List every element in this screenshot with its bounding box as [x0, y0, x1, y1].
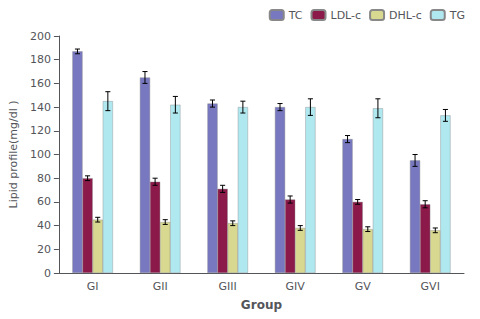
svg-text:20: 20 — [37, 243, 51, 256]
svg-text:TC: TC — [288, 9, 303, 22]
svg-text:TG: TG — [449, 9, 465, 22]
svg-text:LDL-c: LDL-c — [331, 9, 362, 22]
svg-text:GIV: GIV — [286, 280, 306, 293]
svg-text:200: 200 — [30, 30, 51, 43]
svg-text:GVI: GVI — [421, 280, 440, 293]
svg-text:GV: GV — [355, 280, 372, 293]
svg-text:160: 160 — [30, 77, 51, 90]
svg-text:80: 80 — [37, 172, 51, 185]
svg-text:Group: Group — [241, 298, 283, 312]
svg-text:140: 140 — [30, 101, 51, 114]
svg-text:120: 120 — [30, 124, 51, 137]
svg-text:GI: GI — [87, 280, 99, 293]
svg-text:GII: GII — [153, 280, 168, 293]
svg-text:40: 40 — [37, 219, 51, 232]
svg-text:DHL-c: DHL-c — [389, 9, 422, 22]
svg-text:Lipid profile(mg/dl ): Lipid profile(mg/dl ) — [7, 101, 20, 209]
svg-text:100: 100 — [30, 148, 51, 161]
svg-text:180: 180 — [30, 53, 51, 66]
svg-text:0: 0 — [44, 267, 51, 280]
svg-text:60: 60 — [37, 195, 51, 208]
svg-text:GIII: GIII — [219, 280, 237, 293]
